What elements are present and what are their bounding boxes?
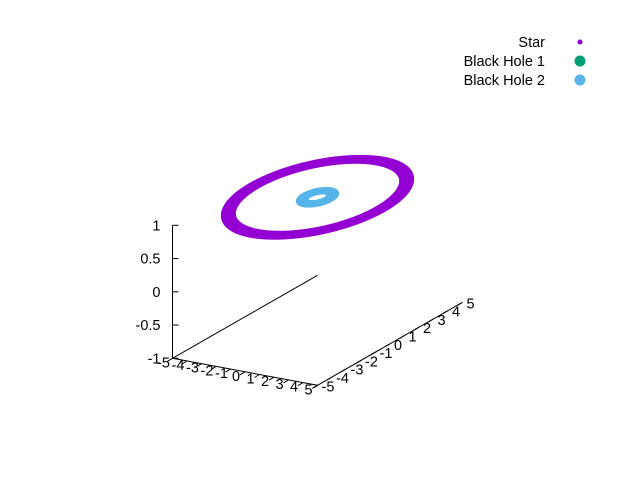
axes: -5 -4 -3 -2 -1 0 1 2 3 4 5 -5-4-3-2-101234510.50-0.… <box>136 218 475 398</box>
x-tick-label: 2 <box>261 374 269 390</box>
legend-marker <box>574 74 586 86</box>
series-black-hole-2 <box>296 187 339 208</box>
y-tick <box>457 301 463 306</box>
x-tick-label: 4 <box>290 380 298 396</box>
y-tick-label: 2 <box>423 321 431 337</box>
y-tick-label: -1 <box>380 346 393 362</box>
y-tick-label: -5 <box>322 379 335 395</box>
y-tick <box>442 310 449 315</box>
y-tick <box>399 335 405 339</box>
x-tick <box>297 382 304 387</box>
x-tick <box>254 374 260 378</box>
x-tick <box>225 368 231 373</box>
y-tick <box>413 326 420 331</box>
z-tick-label: -1 <box>148 351 161 367</box>
y-tick <box>341 368 347 373</box>
y-tick <box>312 384 318 389</box>
x-tick-label: -1 <box>215 366 228 382</box>
z-tick-label: 0 <box>152 285 160 301</box>
legend-marker <box>574 55 586 67</box>
x-tick-label: -4 <box>172 358 185 374</box>
x-tick <box>239 371 246 376</box>
x-tick <box>167 357 173 362</box>
legend: Star Black Hole 1 Black Hole 2 <box>464 35 586 89</box>
x-tick-label: -3 <box>186 361 199 377</box>
y-tick-label: -2 <box>365 354 378 370</box>
x-tick-label: 0 <box>232 369 240 385</box>
x-tick-label: 3 <box>275 377 283 393</box>
y-tick-label: 1 <box>409 330 417 346</box>
y-tick <box>355 359 362 364</box>
x-tick <box>210 365 217 370</box>
legend-label: Star <box>518 35 545 51</box>
y-tick <box>428 318 434 323</box>
data-point <box>380 208 386 213</box>
x-tick <box>268 376 275 381</box>
x-tick-label: -5 <box>157 355 170 371</box>
y-tick <box>384 343 391 348</box>
legend-marker <box>577 39 583 45</box>
x-tick <box>283 379 289 384</box>
y-tick <box>326 376 333 381</box>
base-left-edge <box>172 274 318 359</box>
y-tick-label: 5 <box>467 296 475 312</box>
x-tick-label: -2 <box>201 363 214 379</box>
x-tick-label: 5 <box>304 382 312 398</box>
y-tick-label: 3 <box>438 313 446 329</box>
legend-label: Black Hole 1 <box>464 54 545 70</box>
legend-label: Black Hole 2 <box>464 73 545 89</box>
plot-area <box>220 154 415 240</box>
z-tick-label: 1 <box>152 218 160 234</box>
y-tick-label: 0 <box>394 338 402 354</box>
data-point <box>328 198 333 203</box>
z-tick-label: 0.5 <box>140 252 160 268</box>
series-star <box>220 154 415 240</box>
z-tick-label: -0.5 <box>136 318 161 334</box>
x-tick <box>181 360 188 365</box>
y-tick-label: 4 <box>452 305 460 321</box>
x-tick-label: 1 <box>246 372 254 388</box>
y-tick-label: -3 <box>351 363 364 379</box>
x-tick <box>196 363 202 368</box>
y-tick-label: -4 <box>336 371 349 387</box>
y-tick <box>370 351 376 356</box>
